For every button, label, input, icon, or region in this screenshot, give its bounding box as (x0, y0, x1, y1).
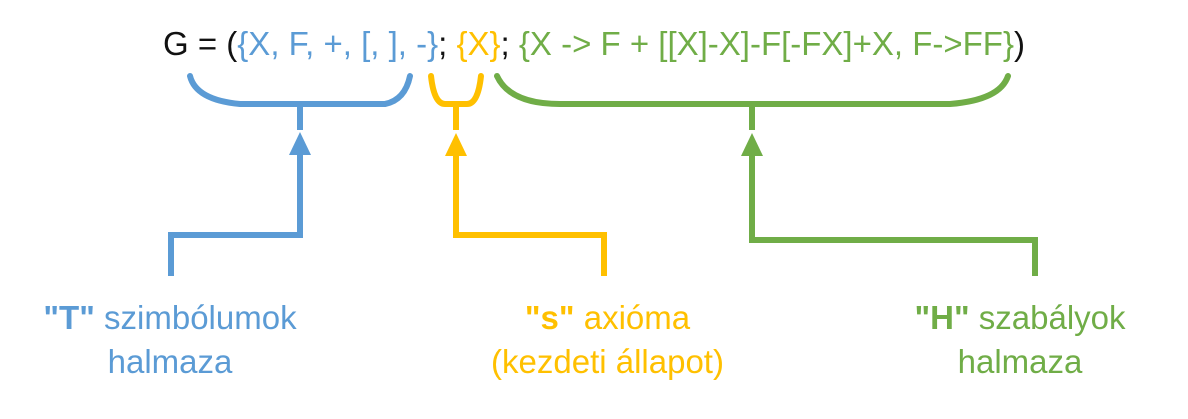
rules-label-line-1: "H" szabályok (860, 296, 1180, 340)
rules-arrow-head (741, 133, 763, 156)
terminals-label-line-1: "T" szimbólumok (10, 296, 330, 340)
grammar-formula: G = ({X, F, +, [, ], -}; {X}; {X -> F + … (0, 25, 1188, 63)
formula-separator-1: ; (438, 25, 457, 62)
rules-key: "H" (914, 299, 970, 336)
terminal-symbols-set: {X, F, +, [, ], -} (237, 25, 439, 62)
axiom-label-line-1: "s" axióma (430, 296, 785, 340)
formula-prefix: G = ( (163, 25, 238, 62)
axiom-label-line-2: (kezdeti állapot) (491, 343, 724, 380)
terminals-label-line-2: halmaza (107, 343, 233, 380)
terminals-arrow-head (289, 132, 311, 155)
terminals-caption: szimbólumok (94, 299, 297, 336)
axiom-connector (453, 153, 607, 276)
rules-brace (494, 73, 1011, 107)
terminals-connector (168, 152, 303, 276)
terminals-key: "T" (43, 299, 95, 336)
rules-connector (749, 153, 1038, 276)
axiom-caption: axióma (574, 299, 691, 336)
axiom-key: "s" (524, 299, 575, 336)
rules-caption: szabályok (969, 299, 1126, 336)
production-rules-set: {X -> F + [[X]-X]-F[-FX]+X, F->FF} (518, 25, 1014, 62)
rules-label-line-2: halmaza (957, 343, 1083, 380)
axiom-brace (428, 73, 484, 107)
formula-separator-2: ; (500, 25, 519, 62)
axiom-set: {X} (456, 25, 501, 62)
rules-label: "H" szabályok halmaza (860, 296, 1180, 384)
terminals-brace (187, 73, 413, 107)
axiom-label: "s" axióma (kezdeti állapot) (430, 296, 785, 384)
terminals-label: "T" szimbólumok halmaza (10, 296, 330, 384)
formula-suffix: ) (1013, 25, 1025, 62)
axiom-arrow-head (445, 133, 467, 156)
